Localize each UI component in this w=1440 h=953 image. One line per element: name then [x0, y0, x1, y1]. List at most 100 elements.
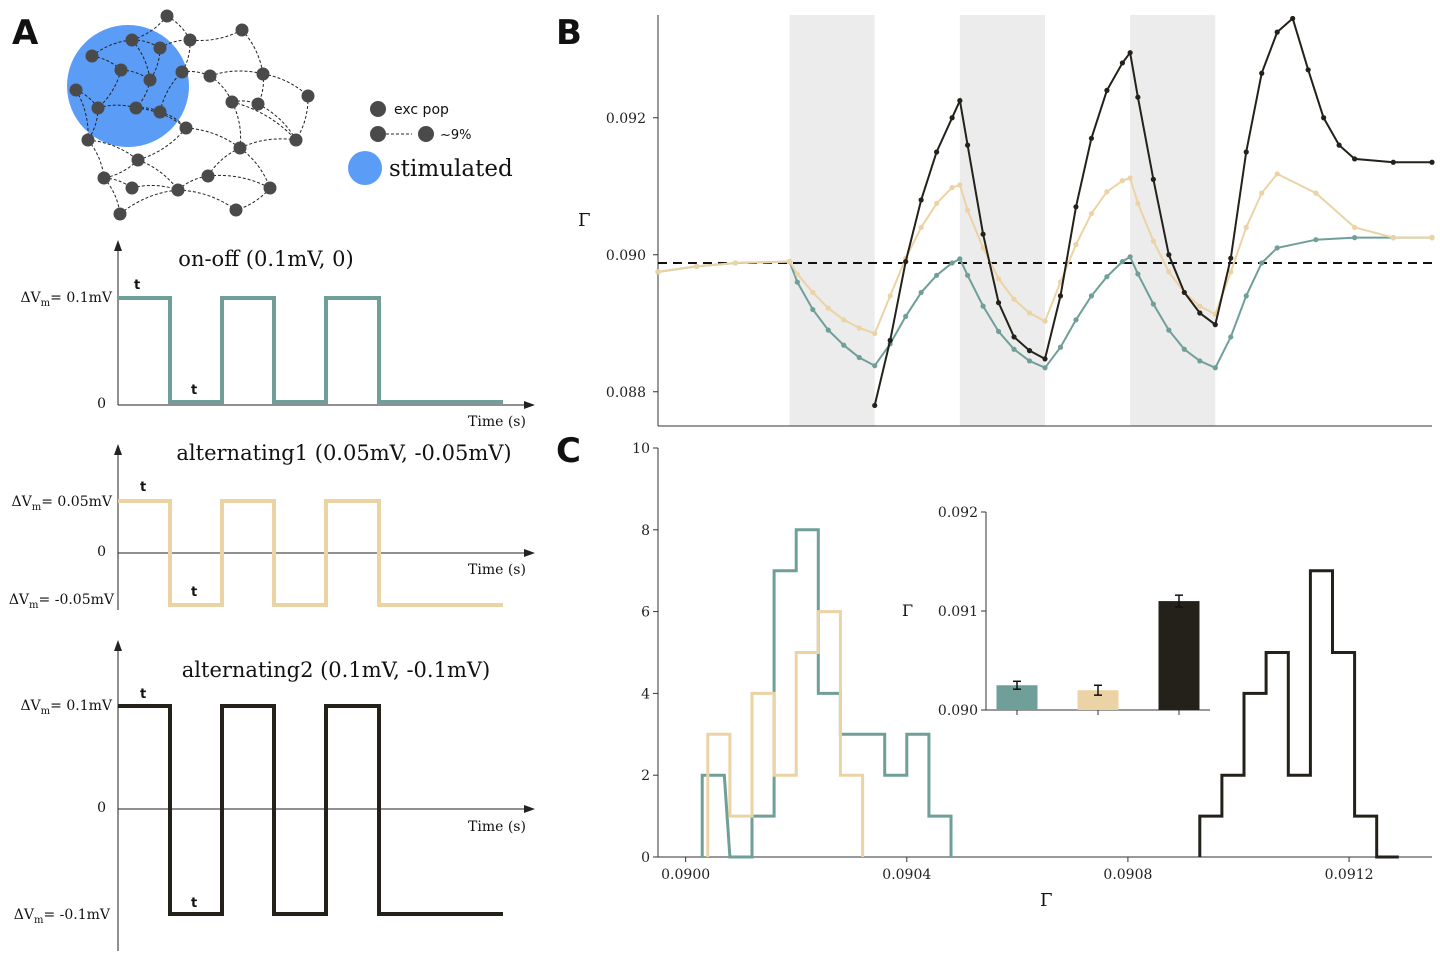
panel-c-histogram: 0 2 4 6 8 10 0.0900 0.0904 0.0908 0.0912 Γ	[632, 441, 1432, 911]
label-subscript: m	[41, 706, 51, 717]
trace-point-alt1	[1135, 200, 1141, 206]
protocol-alternating2: alternating2 (0.1mV, -0.1mV) ΔVm= 0.1mV …	[14, 640, 535, 951]
network-node	[153, 105, 167, 119]
network-node	[301, 89, 315, 103]
label-subscript: m	[34, 915, 44, 926]
trace-point-alt1	[1150, 238, 1156, 244]
network-edge	[131, 15, 168, 41]
trace-point-alt2	[965, 142, 971, 148]
y-tick-label: 6	[641, 605, 650, 621]
protocol-on-off: on-off (0.1mV, 0) ΔVm= 0.1mV 0 t t Time …	[20, 240, 535, 430]
histogram-alt1	[706, 610, 865, 857]
network-node	[97, 171, 111, 185]
bars	[996, 594, 1200, 715]
network-edge	[241, 29, 264, 75]
trace-point-alt1	[1073, 241, 1079, 248]
trace-point-alt2	[1228, 255, 1234, 261]
trace-point-alt1	[732, 260, 739, 266]
x-axis-arrow	[524, 401, 535, 409]
y-ticks: 0 2 4 6 8 10	[632, 441, 658, 866]
panel-b-chart: 0.088 0.090 0.092 Γ	[578, 15, 1435, 427]
legend-stim-label: stimulated	[389, 156, 513, 182]
network-node	[225, 95, 239, 109]
legend-conn-node-left	[370, 126, 386, 142]
inset-bar-2	[1158, 601, 1200, 710]
legend-conn-node-right	[418, 126, 434, 142]
trace-point-alt1	[934, 200, 940, 206]
network-edge	[131, 185, 179, 191]
label-prefix: ΔV	[20, 698, 41, 714]
label-subscript: m	[41, 298, 51, 309]
trace-point-on_off	[1119, 259, 1125, 265]
y-axis-arrow	[114, 240, 122, 251]
network-edge	[262, 73, 309, 97]
trace-point-alt1	[1429, 235, 1435, 241]
waveform-alternating2	[118, 704, 503, 916]
trace-point-alt1	[794, 271, 800, 277]
protocol-title-alternating1: alternating1 (0.05mV, -0.05mV)	[176, 441, 511, 465]
trace-point-on_off	[1104, 274, 1110, 280]
protocol-alternating1: alternating1 (0.05mV, -0.05mV) ΔVm= 0.05…	[9, 441, 535, 611]
trace-point-alt2	[1057, 293, 1064, 299]
legend-exc-label: exc pop	[394, 102, 449, 118]
network-edge	[239, 147, 271, 189]
label-prefix: ΔV	[9, 592, 30, 608]
network-edge	[239, 138, 297, 149]
label-suffix: = -0.1mV	[43, 907, 110, 923]
zero-label: 0	[97, 800, 106, 816]
label-subscript: m	[32, 502, 42, 513]
trace-point-alt1	[786, 259, 793, 265]
trace-point-on_off	[1127, 254, 1133, 260]
trace-point-on_off	[1088, 293, 1095, 299]
y-tick-label: 0.091	[938, 604, 978, 620]
legend-stim-circle	[348, 151, 382, 185]
trace-point-alt1	[949, 185, 955, 191]
x-axis-arrow	[524, 549, 535, 557]
network-node	[81, 133, 95, 147]
trace-point-on_off	[1026, 358, 1033, 364]
network-node	[179, 121, 193, 135]
trace-point-on_off	[957, 256, 963, 262]
waveform-on-off	[118, 296, 503, 404]
trace-point-alt1	[1197, 303, 1203, 309]
histogram-on_off	[700, 528, 953, 859]
inset-bar-chart: 0.090 0.091 0.092 Γ	[902, 505, 1210, 719]
network-node	[233, 141, 247, 155]
trace-point-on_off	[1197, 358, 1203, 364]
trace-point-on_off	[965, 272, 971, 278]
trace-point-alt2	[872, 402, 878, 409]
trace-point-alt2	[1088, 135, 1095, 141]
x-tick-label: 0.0908	[1103, 867, 1152, 883]
x-tick-label: 0.0900	[661, 867, 710, 883]
trace-point-alt1	[872, 330, 878, 337]
network-edge	[189, 29, 243, 41]
trace-point-alt1	[856, 325, 862, 331]
label-subscript: m	[29, 600, 39, 611]
network-node	[263, 181, 277, 195]
trace-point-alt1	[1088, 211, 1095, 217]
panel-letter-c: C	[556, 431, 581, 471]
trace-point-on_off	[918, 289, 924, 296]
y-tick-label: 0	[641, 850, 650, 866]
label-suffix: = 0.1mV	[50, 290, 113, 306]
t-label-high: t	[140, 687, 146, 702]
protocol-title-on-off: on-off (0.1mV, 0)	[178, 247, 353, 271]
y-tick-label: 0.090	[606, 248, 646, 264]
trace-point-alt2	[1290, 15, 1296, 22]
trace-point-alt1	[887, 293, 893, 299]
stimulus-shade	[959, 15, 1045, 426]
x-tick-label: 0.0904	[882, 867, 931, 883]
trace-point-alt1	[1259, 190, 1265, 196]
network-node	[131, 153, 145, 167]
y-tick-label: 0.088	[606, 385, 646, 401]
trace-point-alt1	[1274, 171, 1280, 177]
trace-alt1	[657, 172, 1432, 335]
network-node	[201, 169, 215, 183]
trace-point-alt2	[1042, 356, 1048, 362]
network-node	[125, 33, 139, 47]
trace-series	[655, 15, 1435, 409]
trace-point-alt1	[965, 207, 971, 213]
y-axis-arrow	[114, 444, 122, 455]
network-node	[229, 203, 243, 217]
